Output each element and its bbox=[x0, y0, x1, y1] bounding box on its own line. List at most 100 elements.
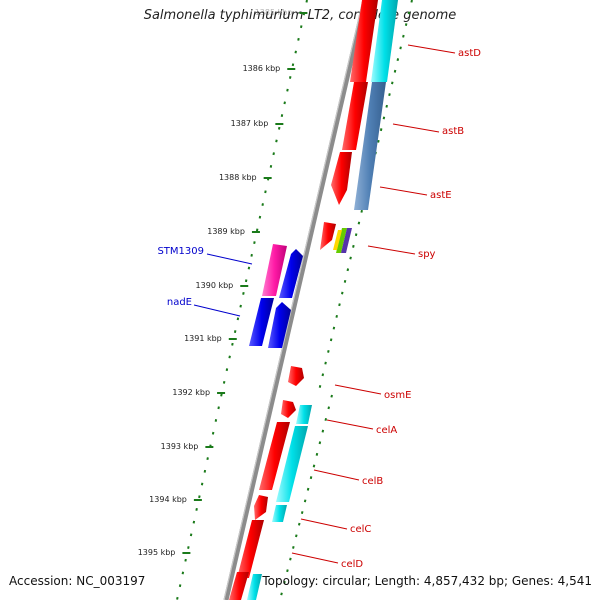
gene-osmE[interactable] bbox=[288, 366, 304, 386]
scale-dot bbox=[299, 25, 303, 29]
label-leader-line bbox=[291, 552, 339, 564]
scale-dot bbox=[286, 88, 289, 92]
gene-nadE[interactable] bbox=[249, 298, 274, 346]
scale-dot bbox=[354, 233, 358, 237]
scale-dot bbox=[324, 418, 328, 421]
gene-label-spy[interactable]: spy bbox=[418, 249, 436, 260]
gene-bottom-cyan[interactable] bbox=[247, 574, 262, 600]
scale-dot bbox=[324, 361, 327, 365]
gene-astB-cds[interactable] bbox=[354, 82, 386, 210]
scale-dot bbox=[206, 457, 209, 461]
gene-spy-yellow[interactable] bbox=[333, 230, 342, 250]
scale-dot bbox=[330, 394, 333, 398]
gene-spy-purple[interactable] bbox=[341, 228, 352, 253]
gene-spy[interactable] bbox=[320, 222, 336, 250]
scale-dot bbox=[393, 69, 397, 73]
scale-dot bbox=[343, 279, 347, 283]
gene-label-astD[interactable]: astD bbox=[458, 48, 481, 59]
scale-dot bbox=[192, 520, 196, 524]
gene-celA[interactable] bbox=[281, 400, 296, 418]
tick-label: 1388 kbp bbox=[219, 173, 257, 182]
gene-celC-cds[interactable] bbox=[272, 505, 287, 522]
gene-label-celD[interactable]: celD bbox=[341, 559, 363, 570]
gene-celC[interactable] bbox=[254, 495, 268, 520]
scale-dot bbox=[377, 139, 380, 143]
genome-backbone bbox=[223, 0, 368, 600]
gene-astD[interactable] bbox=[350, 0, 378, 82]
scale-dot bbox=[233, 330, 237, 333]
scale-dot bbox=[360, 209, 363, 213]
scale-dot bbox=[247, 266, 251, 270]
scale-dot bbox=[335, 314, 338, 318]
gene-bottom-red[interactable] bbox=[229, 572, 249, 600]
gene-celB[interactable] bbox=[259, 422, 290, 490]
scale-dot bbox=[217, 406, 220, 410]
scale-dot bbox=[402, 34, 405, 38]
scale-dot bbox=[312, 464, 316, 468]
label-leader-line bbox=[334, 384, 382, 395]
scale-dot bbox=[396, 58, 400, 62]
gene-astE[interactable] bbox=[331, 152, 352, 205]
scale-dot bbox=[181, 571, 185, 575]
scale-dot bbox=[220, 393, 223, 397]
scale-dot bbox=[277, 126, 281, 130]
scale-dot bbox=[275, 139, 278, 143]
gene-label-nadE[interactable]: nadE bbox=[167, 297, 192, 308]
scale-dot bbox=[239, 304, 242, 308]
gene-spy-green[interactable] bbox=[336, 228, 347, 253]
label-leader-line bbox=[313, 469, 360, 481]
scale-dot bbox=[288, 76, 292, 79]
gene-STM1309-cds[interactable] bbox=[279, 249, 303, 298]
gene-label-osmE[interactable]: osmE bbox=[384, 390, 411, 401]
gene-STM1309[interactable] bbox=[262, 244, 287, 296]
scale-dot bbox=[357, 221, 361, 225]
scale-dot bbox=[321, 429, 325, 433]
tick-label: 1386 kbp bbox=[243, 64, 281, 73]
scale-dot bbox=[294, 50, 297, 54]
gene-label-astB[interactable]: astB bbox=[442, 126, 464, 137]
scale-dot bbox=[338, 303, 341, 307]
gene-labels: astD astB astE spy STM1309 nadE osmE celA celB ce… bbox=[157, 48, 481, 570]
label-leader-line bbox=[379, 186, 428, 196]
tick-label: 1390 kbp bbox=[196, 281, 234, 290]
label-leader-line bbox=[193, 304, 241, 317]
scale-dot bbox=[349, 256, 352, 260]
scale-dot bbox=[255, 228, 259, 232]
scale-dot bbox=[292, 545, 295, 549]
scale-dot bbox=[253, 241, 256, 245]
tick-label: 1393 kbp bbox=[161, 442, 199, 451]
scale-dot bbox=[289, 557, 292, 561]
gene-label-astE[interactable]: astE bbox=[430, 190, 452, 201]
scale-dot bbox=[321, 373, 325, 377]
scale-dot bbox=[388, 93, 391, 97]
scale-dot bbox=[203, 469, 207, 473]
gene-nadE-cds[interactable] bbox=[268, 302, 291, 348]
gene-astD-cds[interactable] bbox=[371, 0, 398, 82]
gene-label-celC[interactable]: celC bbox=[350, 524, 371, 535]
label-leader-line bbox=[326, 419, 374, 430]
tick-label: 1394 kbp bbox=[149, 495, 187, 504]
scale-dot bbox=[211, 431, 215, 435]
scale-dot bbox=[327, 406, 331, 410]
label-leader-line bbox=[367, 245, 416, 255]
scale-dot bbox=[244, 279, 248, 283]
outer-dotted-scale bbox=[176, 0, 308, 600]
scale-dot bbox=[346, 268, 350, 272]
gene-celD[interactable] bbox=[237, 520, 264, 578]
scale-dot bbox=[291, 63, 295, 67]
label-leader-line bbox=[392, 123, 440, 133]
scale-dot bbox=[297, 37, 300, 41]
tick-label: 1385 kbp bbox=[255, 8, 293, 17]
gene-label-celA[interactable]: celA bbox=[376, 425, 397, 436]
gene-celA-cds[interactable] bbox=[296, 405, 312, 424]
gene-label-STM1309[interactable]: STM1309 bbox=[157, 246, 204, 257]
scale-dot bbox=[399, 46, 402, 50]
tick-label: 1387 kbp bbox=[231, 119, 269, 128]
gene-celB-cds[interactable] bbox=[276, 426, 308, 502]
gene-astB[interactable] bbox=[342, 82, 368, 150]
scale-dot bbox=[300, 511, 304, 514]
scale-dot bbox=[303, 499, 307, 503]
scale-dot bbox=[228, 355, 231, 359]
tick-label: 1389 kbp bbox=[207, 227, 245, 236]
gene-label-celB[interactable]: celB bbox=[362, 476, 383, 487]
